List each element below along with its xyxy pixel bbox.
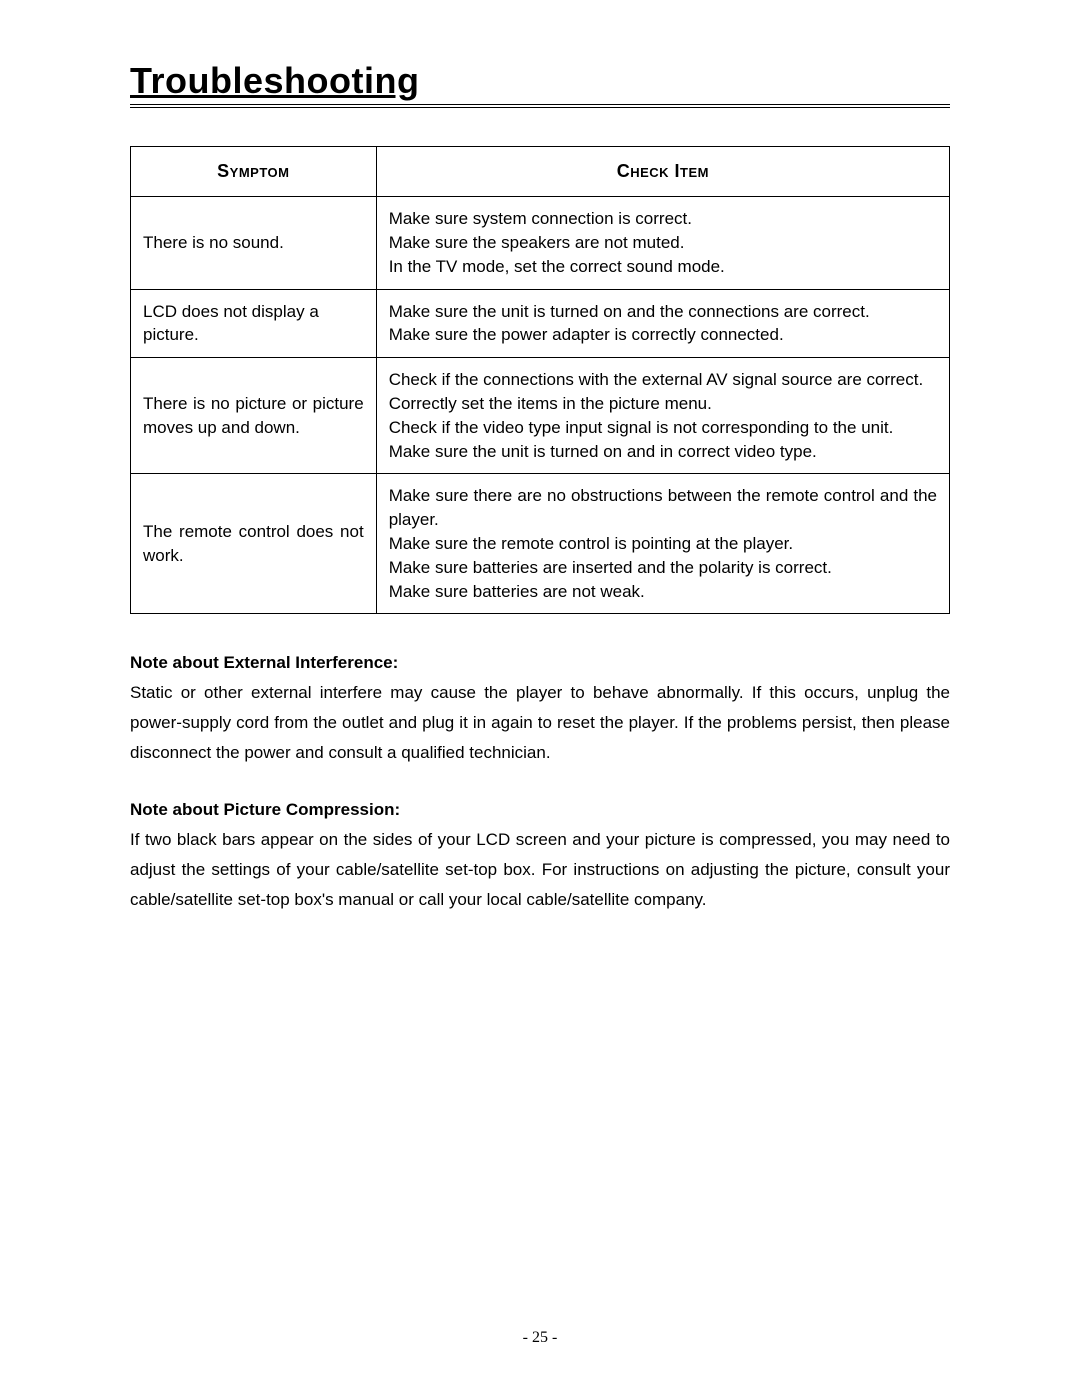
- page-number: - 25 -: [0, 1329, 1080, 1347]
- check-line: Make sure the speakers are not muted.: [389, 231, 937, 255]
- note-title: Note about Picture Compression:: [130, 795, 950, 825]
- check-line: Make sure the unit is turned on and the …: [389, 300, 937, 324]
- header-check: Check Item: [376, 147, 949, 197]
- check-line: Make sure the remote control is pointing…: [389, 532, 937, 556]
- note-body: If two black bars appear on the sides of…: [130, 825, 950, 914]
- page-title: Troubleshooting: [130, 60, 419, 101]
- check-cell: Make sure the unit is turned on and the …: [376, 289, 949, 358]
- check-line: Make sure batteries are inserted and the…: [389, 556, 937, 580]
- note-body: Static or other external interfere may c…: [130, 678, 950, 767]
- table-row: LCD does not display a picture. Make sure…: [131, 289, 950, 358]
- check-line: Make sure there are no obstructions betw…: [389, 484, 937, 532]
- note-title: Note about External Interference:: [130, 648, 950, 678]
- table-row: There is no sound.Make sure system conne…: [131, 197, 950, 289]
- check-cell: Make sure system connection is correct.M…: [376, 197, 949, 289]
- title-container: Troubleshooting: [130, 60, 950, 108]
- symptom-cell: The remote control does not work.: [131, 474, 377, 614]
- check-line: Make sure the unit is turned on and in c…: [389, 440, 937, 464]
- table-row: There is no picture or picture moves up …: [131, 358, 950, 474]
- table-header-row: Symptom Check Item: [131, 147, 950, 197]
- header-symptom: Symptom: [131, 147, 377, 197]
- check-line: Check if the video type input signal is …: [389, 416, 937, 440]
- check-line: Correctly set the items in the picture m…: [389, 392, 937, 416]
- check-line: Check if the connections with the extern…: [389, 368, 937, 392]
- check-line: Make sure system connection is correct.: [389, 207, 937, 231]
- check-cell: Make sure there are no obstructions betw…: [376, 474, 949, 614]
- troubleshooting-table: Symptom Check Item There is no sound.Mak…: [130, 146, 950, 614]
- notes-section: Note about External Interference:Static …: [130, 648, 950, 914]
- check-cell: Check if the connections with the extern…: [376, 358, 949, 474]
- symptom-cell: There is no sound.: [131, 197, 377, 289]
- symptom-cell: LCD does not display a picture.: [131, 289, 377, 358]
- table-body: There is no sound.Make sure system conne…: [131, 197, 950, 614]
- table-row: The remote control does not work.Make su…: [131, 474, 950, 614]
- check-line: In the TV mode, set the correct sound mo…: [389, 255, 937, 279]
- check-line: Make sure batteries are not weak.: [389, 580, 937, 604]
- symptom-cell: There is no picture or picture moves up …: [131, 358, 377, 474]
- check-line: Make sure the power adapter is correctly…: [389, 323, 937, 347]
